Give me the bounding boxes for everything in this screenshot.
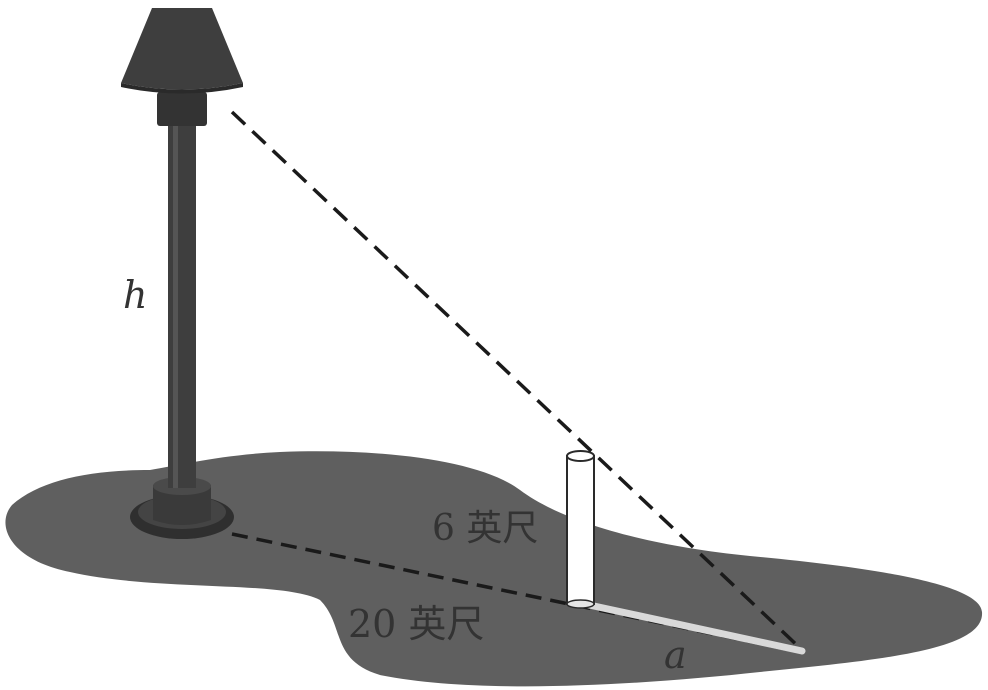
post-top: [566, 450, 595, 462]
lamp-shade-rim: [121, 83, 243, 94]
post-shadow: [576, 599, 806, 655]
ground: [5, 451, 983, 687]
lamp-neck: [157, 92, 207, 126]
lamp-shade: [121, 8, 243, 90]
post-height-label: 6 英尺: [432, 508, 538, 549]
post-bottom: [566, 599, 595, 609]
light-ray: [230, 110, 802, 650]
post: [566, 455, 595, 605]
distance-label: 20 英尺: [348, 602, 484, 646]
lamp-pole: [168, 122, 196, 488]
lamp-pole-highlight: [173, 122, 178, 488]
lamp-height-label: h: [123, 273, 147, 317]
shadow-label: a: [664, 633, 687, 677]
lamp-base-block: [153, 485, 211, 525]
